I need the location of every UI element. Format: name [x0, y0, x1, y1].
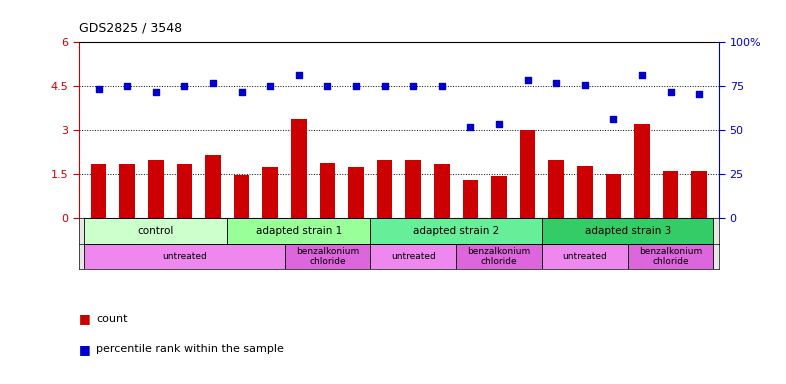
Bar: [205, 155, 221, 218]
Bar: [376, 160, 392, 218]
Bar: [456, 243, 542, 269]
Point: [636, 72, 648, 78]
Text: adapted strain 3: adapted strain 3: [585, 226, 670, 236]
Text: count: count: [96, 314, 127, 324]
Bar: [663, 171, 678, 218]
Point: [550, 80, 563, 86]
Text: adapted strain 2: adapted strain 2: [413, 226, 499, 236]
Bar: [577, 166, 593, 218]
Bar: [285, 243, 370, 269]
Point: [435, 83, 448, 89]
Bar: [542, 218, 714, 243]
Point: [149, 89, 162, 95]
Point: [521, 77, 534, 83]
Bar: [370, 218, 542, 243]
Bar: [491, 177, 507, 218]
Bar: [84, 218, 227, 243]
Point: [264, 83, 277, 89]
Bar: [634, 124, 650, 218]
Point: [693, 91, 706, 97]
Point: [121, 83, 134, 89]
Point: [292, 72, 305, 78]
Text: percentile rank within the sample: percentile rank within the sample: [96, 344, 284, 354]
Text: GDS2825 / 3548: GDS2825 / 3548: [79, 22, 182, 35]
Point: [92, 86, 105, 92]
Bar: [605, 174, 621, 218]
Bar: [320, 163, 336, 218]
Text: untreated: untreated: [563, 252, 607, 261]
Point: [321, 83, 334, 89]
Bar: [119, 164, 135, 218]
Point: [178, 83, 191, 89]
Bar: [291, 119, 307, 218]
Point: [207, 80, 219, 86]
Point: [578, 82, 591, 88]
Point: [493, 121, 505, 127]
Point: [235, 89, 248, 95]
Text: benzalkonium
chloride: benzalkonium chloride: [296, 247, 359, 266]
Bar: [542, 243, 628, 269]
Bar: [90, 164, 106, 218]
Bar: [233, 175, 249, 218]
Bar: [549, 160, 564, 218]
Text: untreated: untreated: [162, 252, 207, 261]
Point: [350, 83, 362, 89]
Bar: [227, 218, 370, 243]
Bar: [148, 160, 163, 218]
Text: untreated: untreated: [391, 252, 435, 261]
Bar: [177, 164, 193, 218]
Text: ■: ■: [79, 343, 90, 356]
Bar: [692, 171, 707, 218]
Text: benzalkonium
chloride: benzalkonium chloride: [639, 247, 702, 266]
Bar: [462, 180, 478, 218]
Point: [407, 83, 420, 89]
Text: control: control: [138, 226, 174, 236]
Bar: [370, 243, 456, 269]
Point: [464, 124, 476, 130]
Text: adapted strain 1: adapted strain 1: [255, 226, 342, 236]
Text: benzalkonium
chloride: benzalkonium chloride: [468, 247, 531, 266]
Point: [607, 116, 619, 122]
Bar: [434, 164, 450, 218]
Bar: [263, 167, 278, 218]
Bar: [348, 167, 364, 218]
Bar: [84, 243, 285, 269]
Text: ■: ■: [79, 312, 90, 325]
Bar: [406, 160, 421, 218]
Point: [664, 89, 677, 95]
Bar: [628, 243, 714, 269]
Point: [378, 83, 391, 89]
Bar: [520, 130, 535, 218]
